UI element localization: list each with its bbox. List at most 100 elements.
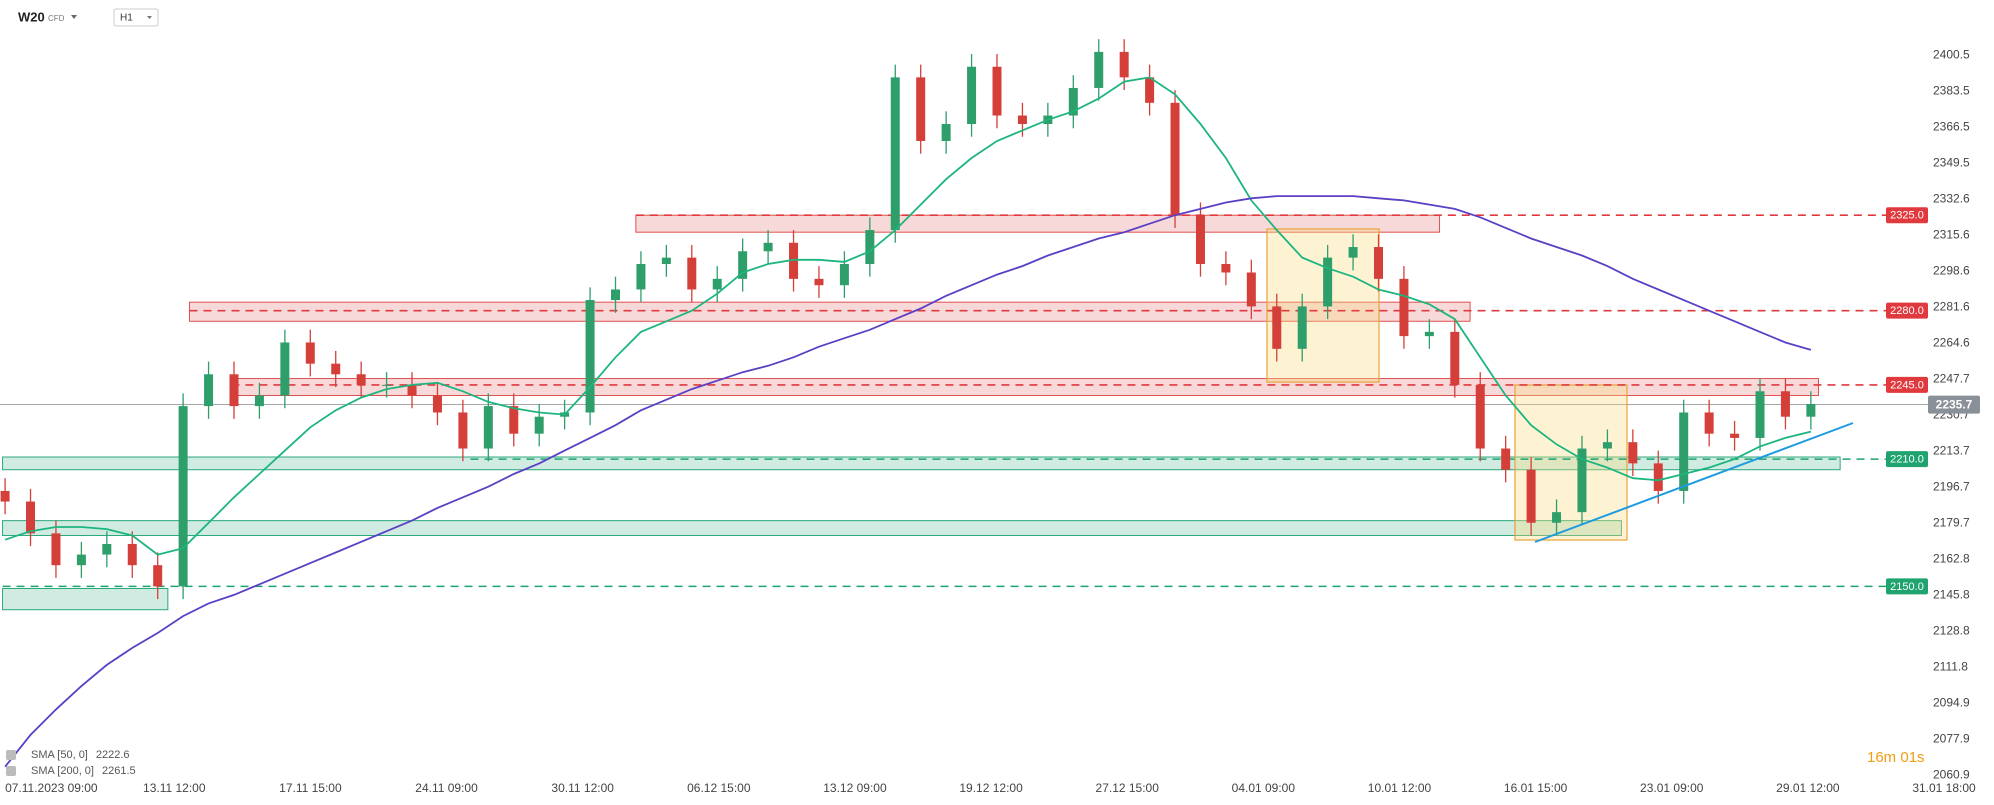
candle-body bbox=[483, 406, 493, 449]
candle-body bbox=[865, 230, 875, 264]
candle-body bbox=[102, 543, 112, 555]
y-tick-label: 2247.7 bbox=[1933, 371, 1970, 385]
main-layer bbox=[0, 39, 1886, 768]
x-tick-label: 13.12 09:00 bbox=[823, 781, 887, 795]
candle-body bbox=[1730, 433, 1740, 438]
candle-body bbox=[0, 490, 10, 502]
candle-body bbox=[1068, 87, 1078, 116]
candle-body bbox=[789, 242, 799, 279]
candle-body bbox=[178, 406, 188, 587]
timeframe-arrow bbox=[147, 16, 152, 19]
candle-body bbox=[51, 533, 61, 566]
candle-body bbox=[1170, 102, 1180, 216]
candle-body bbox=[534, 416, 544, 434]
bar-timer: 16m 01s bbox=[1867, 749, 1925, 766]
candle-body bbox=[890, 77, 900, 231]
candle-body bbox=[763, 242, 773, 252]
candle-body bbox=[76, 554, 86, 566]
candle-body bbox=[1577, 448, 1587, 513]
x-tick-label: 23.01 09:00 bbox=[1640, 781, 1704, 795]
x-tick-label: 06.12 15:00 bbox=[687, 781, 751, 795]
candle-body bbox=[458, 412, 468, 449]
candle-body bbox=[941, 124, 951, 141]
candle-body bbox=[636, 264, 646, 290]
y-tick-label: 2281.6 bbox=[1933, 299, 1970, 313]
x-tick-label: 27.12 15:00 bbox=[1096, 781, 1160, 795]
candle-body bbox=[1628, 442, 1638, 464]
candle-body bbox=[1094, 51, 1104, 88]
y-tick-label: 2366.5 bbox=[1933, 119, 1970, 133]
candle-body bbox=[1602, 442, 1612, 449]
candle-body bbox=[1195, 215, 1205, 264]
candle-body bbox=[1017, 115, 1027, 125]
price-zone bbox=[2, 520, 1622, 536]
y-tick-label: 2298.6 bbox=[1933, 263, 1970, 277]
candle-body bbox=[738, 251, 748, 279]
candle-body bbox=[1475, 384, 1485, 449]
candle-body bbox=[1145, 77, 1155, 103]
x-tick-label: 30.11 12:00 bbox=[551, 781, 614, 795]
candle-body bbox=[916, 77, 926, 141]
candle-body bbox=[992, 66, 1002, 116]
price-zone bbox=[635, 214, 1441, 233]
candle-body bbox=[1323, 257, 1333, 307]
candle-body bbox=[1526, 469, 1536, 523]
x-tick-label: 07.11.2023 09:00 bbox=[5, 781, 98, 795]
y-tick-label: 2128.8 bbox=[1933, 624, 1970, 638]
candle-body bbox=[1246, 272, 1256, 307]
level-label: 2210.0 bbox=[1890, 454, 1924, 466]
level-label: 2245.0 bbox=[1890, 379, 1924, 391]
candle-body bbox=[1806, 403, 1816, 417]
candle-body bbox=[127, 543, 137, 566]
candle-body bbox=[432, 395, 442, 413]
candle-body bbox=[26, 501, 36, 534]
candle-body bbox=[1348, 247, 1358, 258]
legend-value: 2261.5 bbox=[102, 765, 136, 777]
y-tick-label: 2179.7 bbox=[1933, 516, 1970, 530]
candle-body bbox=[280, 342, 290, 396]
legend-icon bbox=[6, 766, 16, 776]
x-tick-label: 29.01 12:00 bbox=[1776, 781, 1840, 795]
legend-name: SMA [50, 0] bbox=[31, 749, 88, 761]
candle-body bbox=[356, 374, 366, 385]
candle-body bbox=[1679, 412, 1689, 491]
level-label-box bbox=[1886, 207, 1928, 224]
sma-line bbox=[4, 76, 1812, 556]
symbol-dropdown[interactable] bbox=[71, 15, 77, 19]
candle-body bbox=[204, 374, 214, 407]
candle-body bbox=[1119, 51, 1129, 78]
candle-body bbox=[967, 66, 977, 125]
y-tick-label: 2315.6 bbox=[1933, 227, 1970, 241]
price-zone bbox=[2, 456, 1841, 471]
level-label: 2280.0 bbox=[1890, 305, 1924, 317]
candle-body bbox=[1399, 278, 1409, 337]
instrument-type: CFD bbox=[48, 14, 65, 23]
level-label: 2325.0 bbox=[1890, 210, 1924, 222]
trend-line bbox=[1534, 422, 1854, 543]
y-tick-label: 2400.5 bbox=[1933, 47, 1970, 61]
y-tick-label: 2332.6 bbox=[1933, 191, 1970, 205]
y-tick-label: 2213.7 bbox=[1933, 443, 1970, 457]
legend-icon bbox=[6, 750, 16, 760]
y-tick-label: 2077.9 bbox=[1933, 731, 1970, 745]
candle-body bbox=[153, 565, 163, 587]
candle-body bbox=[585, 300, 595, 413]
candle-body bbox=[1653, 463, 1663, 491]
candle-body bbox=[1704, 412, 1714, 434]
candle-body bbox=[254, 395, 264, 407]
y-tick-label: 2145.8 bbox=[1933, 587, 1970, 601]
candle-body bbox=[814, 278, 824, 286]
candle-body bbox=[661, 257, 671, 264]
candle-body bbox=[1297, 306, 1307, 349]
candle-body bbox=[1221, 264, 1231, 273]
x-tick-label: 24.11 09:00 bbox=[415, 781, 478, 795]
legend-name: SMA [200, 0] bbox=[31, 765, 94, 777]
symbol: W20 bbox=[18, 9, 45, 24]
timeframe-select[interactable] bbox=[113, 8, 159, 27]
candle-body bbox=[1272, 306, 1282, 349]
y-tick-label: 2094.9 bbox=[1933, 695, 1970, 709]
y-tick-label: 2196.7 bbox=[1933, 480, 1970, 494]
candle-body bbox=[509, 406, 519, 434]
level-label-box bbox=[1886, 578, 1928, 595]
candle-body bbox=[687, 257, 697, 290]
